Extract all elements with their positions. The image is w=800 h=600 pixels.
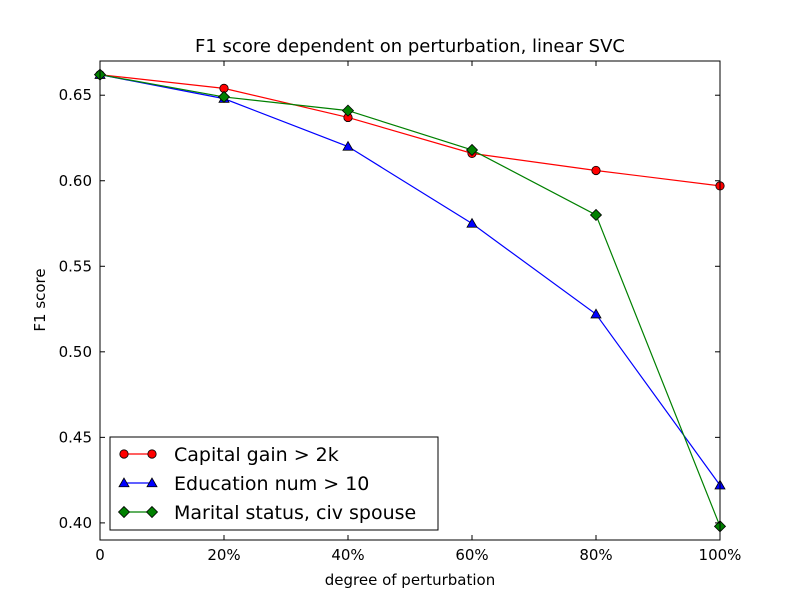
data-point [465,143,479,157]
data-point [217,90,231,103]
series-2 [94,68,726,490]
legend-marker [118,477,130,488]
plot-frame [99,60,721,541]
x-axis-label: degree of perturbation [325,571,495,589]
y-tick-label: 0.60 [59,172,92,190]
legend-marker [145,505,159,519]
legend-label: Education num > 10 [174,473,369,495]
series-line [99,74,721,527]
data-point [589,208,603,222]
data-point [591,165,601,176]
y-tick-label: 0.40 [59,514,92,532]
legend-item: Education num > 10 [118,473,369,495]
data-point [466,217,478,228]
x-tick-label: 80% [579,546,612,564]
legend-marker [147,449,157,459]
legend-label: Capital gain > 2k [174,444,339,466]
data-point [342,140,354,151]
x-tick-label: 20% [207,546,240,564]
series-line [99,74,721,486]
x-axis: 0 20% 40% 60% 80% 100% [95,61,741,564]
chart-title: F1 score dependent on perturbation, line… [195,36,625,57]
y-axis: 0.40 0.45 0.50 0.55 0.60 0.65 [59,86,720,532]
data-point [341,104,355,117]
legend-box [109,436,439,531]
legend-item: Marital status, civ spouse [117,502,416,524]
legend: Capital gain > 2k Education num > 10 Marit… [109,436,439,531]
series-line [99,74,721,187]
series-layer [93,68,727,533]
legend-marker [117,505,131,519]
series-3 [93,68,727,533]
x-tick-label: 60% [455,546,488,564]
x-tick-label: 40% [331,546,364,564]
legend-marker [119,449,129,459]
y-tick-label: 0.55 [59,257,92,275]
legend-marker [146,477,158,488]
x-tick-label: 100% [699,546,742,564]
legend-label: Marital status, civ spouse [174,502,416,524]
y-tick-label: 0.65 [59,86,92,104]
data-point [590,308,602,319]
x-tick-label: 0 [95,546,105,564]
y-tick-label: 0.50 [59,343,92,361]
y-tick-label: 0.45 [59,428,92,446]
y-axis-label: F1 score [31,268,49,331]
legend-item: Capital gain > 2k [119,444,339,466]
